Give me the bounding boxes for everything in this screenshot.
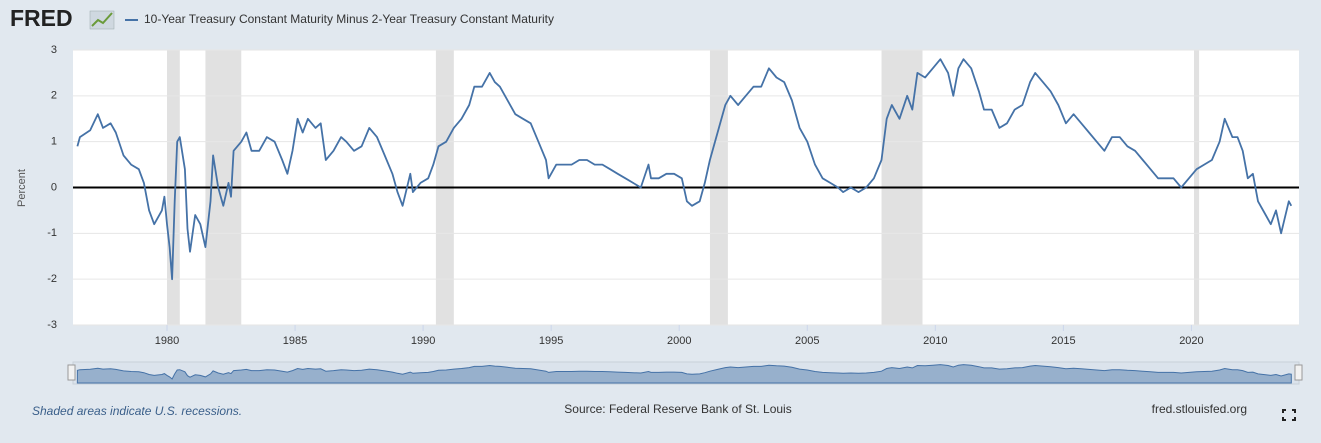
navigator-series: [76, 364, 1292, 384]
y-axis-label: Percent: [16, 169, 28, 207]
x-tick-label: 1980: [155, 335, 179, 347]
source: Source: Federal Reserve Bank of St. Loui…: [564, 402, 791, 416]
x-tick-label: 1985: [283, 335, 307, 347]
plot: -3 -2 -1 0 1 2 3 1980 1985 1990 1995 2000 2005 2010 20…: [47, 44, 1299, 347]
fullscreen-button[interactable]: [1282, 409, 1296, 421]
x-tick-label: 1990: [411, 335, 435, 347]
site[interactable]: fred.stlouisfed.org: [1152, 402, 1247, 416]
x-tick-label: 2015: [1051, 335, 1075, 347]
y-tick-label: 1: [51, 136, 57, 148]
logo: FRED: [10, 5, 73, 31]
recession-note: Shaded areas indicate U.S. recessions.: [32, 404, 242, 418]
x-tick-label: 2005: [795, 335, 819, 347]
x-tick-label: 2010: [923, 335, 947, 347]
y-tick-label: 3: [51, 44, 57, 56]
legend-label: 10-Year Treasury Constant Maturity Minus…: [144, 12, 554, 26]
y-tick-label: 2: [51, 90, 57, 102]
series-line: [76, 58, 1293, 281]
navigator-area: [76, 364, 1292, 384]
y-tick-label: 0: [51, 181, 57, 193]
navigator-handle[interactable]: [1294, 364, 1303, 381]
x-tick-label: 1995: [539, 335, 563, 347]
x-tick-label: 2020: [1179, 335, 1203, 347]
x-tick-label: 2000: [667, 335, 691, 347]
y-tick-label: -2: [47, 273, 57, 285]
y-tick-label: -1: [47, 227, 57, 239]
logo-icon: [89, 10, 115, 30]
y-tick-label: -3: [47, 319, 57, 331]
navigator-handle[interactable]: [67, 364, 76, 381]
